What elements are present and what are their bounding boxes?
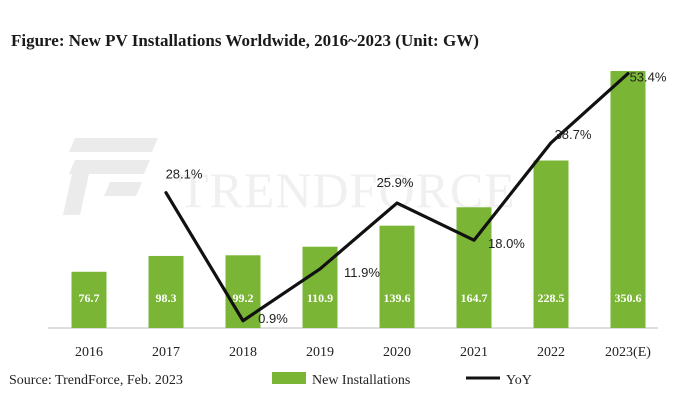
yoy-value-label: 28.1% — [166, 167, 203, 182]
yoy-line — [164, 71, 630, 323]
yoy-value-label: 38.7% — [555, 127, 592, 142]
bar-value-label: 76.7 — [79, 291, 100, 305]
x-tick-label: 2017 — [152, 345, 180, 360]
bar-value-label: 164.7 — [461, 291, 488, 305]
bar-value-label: 350.6 — [615, 291, 642, 305]
x-tick-labels: 2016 2017 2018 2019 2020 2021 2022 2023(E) — [75, 345, 651, 360]
watermark: TRENDFORCE — [63, 138, 515, 218]
bar-value-label: 228.5 — [538, 291, 565, 305]
x-tick-label: 2019 — [306, 345, 334, 360]
yoy-value-label: 25.9% — [377, 175, 414, 190]
bar-value-label: 139.6 — [384, 291, 411, 305]
x-tick-label: 2018 — [229, 345, 257, 360]
bar-value-label: 99.2 — [233, 291, 254, 305]
legend-label-new-installations: New Installations — [312, 373, 410, 388]
x-tick-label: 2023(E) — [605, 345, 651, 360]
x-tick-label: 2022 — [537, 345, 565, 360]
trendforce-logo-icon — [63, 138, 158, 215]
legend: New Installations YoY — [272, 372, 532, 388]
yoy-value-label: 11.9% — [344, 265, 380, 280]
x-tick-label: 2020 — [383, 345, 411, 360]
bar-2018 — [225, 255, 261, 328]
bar-2017 — [148, 255, 184, 328]
bar-labels-group: 76.7 98.3 99.2 110.9 139.6 164.7 228.5 350.6 — [79, 291, 642, 305]
legend-label-yoy: YoY — [506, 373, 532, 388]
yoy-value-label: 0.9% — [258, 311, 288, 326]
x-tick-label: 2016 — [75, 345, 103, 360]
bar-2020 — [379, 225, 415, 328]
bar-2023e — [610, 71, 646, 329]
yoy-value-label: 53.4% — [630, 70, 667, 85]
x-tick-label: 2021 — [460, 345, 488, 360]
bar-2022 — [533, 160, 569, 328]
chart-title: Figure: New PV Installations Worldwide, … — [11, 31, 479, 50]
bar-value-label: 98.3 — [156, 291, 177, 305]
yoy-value-label: 18.0% — [488, 236, 525, 251]
legend-bar-swatch — [272, 372, 306, 384]
source-note: Source: TrendForce, Feb. 2023 — [9, 373, 183, 388]
yoy-line-group: 28.1% 0.9% 11.9% 25.9% 18.0% 38.7% 53.4% — [164, 70, 667, 326]
bar-value-label: 110.9 — [307, 291, 333, 305]
bar-2016 — [71, 271, 107, 328]
